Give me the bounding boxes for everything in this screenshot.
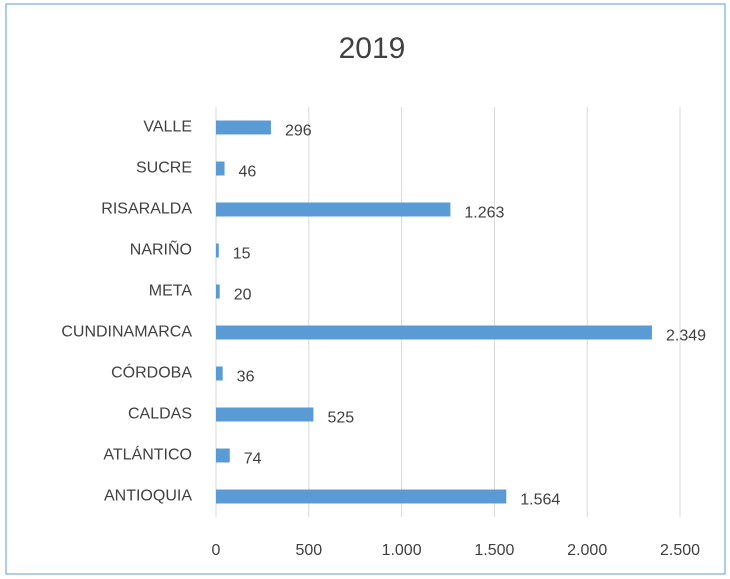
y-tick-label: NARIÑO bbox=[130, 239, 192, 259]
bar bbox=[216, 407, 314, 422]
x-tick-label: 500 bbox=[295, 542, 322, 559]
bar bbox=[216, 325, 652, 340]
value-label: 1.263 bbox=[464, 205, 504, 222]
bar bbox=[216, 161, 225, 176]
bar bbox=[216, 489, 507, 504]
y-tick-label: ANTIOQUIA bbox=[104, 488, 192, 505]
y-tick-label: RISARALDA bbox=[101, 201, 192, 218]
value-label: 74 bbox=[244, 451, 262, 468]
y-tick-label: SUCRE bbox=[136, 160, 192, 177]
value-label: 296 bbox=[285, 123, 312, 140]
y-tick-label: CUNDINAMARCA bbox=[61, 324, 192, 341]
bar bbox=[216, 120, 271, 135]
x-tick-label: 2.500 bbox=[660, 542, 700, 559]
value-label: 36 bbox=[237, 369, 255, 386]
bar bbox=[216, 243, 219, 258]
y-tick-label: VALLE bbox=[143, 119, 192, 136]
value-label: 1.564 bbox=[520, 492, 560, 509]
value-label: 46 bbox=[239, 164, 257, 181]
bar bbox=[216, 284, 220, 299]
chart-title: 2019 bbox=[339, 32, 406, 65]
value-label: 20 bbox=[234, 287, 252, 304]
bar bbox=[216, 366, 223, 381]
value-label: 15 bbox=[233, 246, 251, 263]
y-tick-label: CALDAS bbox=[128, 406, 192, 423]
y-tick-label: ATLÁNTICO bbox=[103, 445, 192, 464]
chart-border bbox=[5, 3, 726, 575]
bar bbox=[216, 202, 451, 217]
x-tick-label: 2.000 bbox=[567, 542, 607, 559]
bar bbox=[216, 448, 230, 463]
x-tick-label: 0 bbox=[212, 542, 221, 559]
y-tick-label: CÓRDOBA bbox=[111, 363, 192, 382]
x-tick-label: 1.500 bbox=[474, 542, 514, 559]
value-label: 525 bbox=[327, 410, 354, 427]
x-tick-label: 1.000 bbox=[382, 542, 422, 559]
value-label: 2.349 bbox=[666, 328, 706, 345]
y-tick-label: META bbox=[149, 283, 193, 300]
